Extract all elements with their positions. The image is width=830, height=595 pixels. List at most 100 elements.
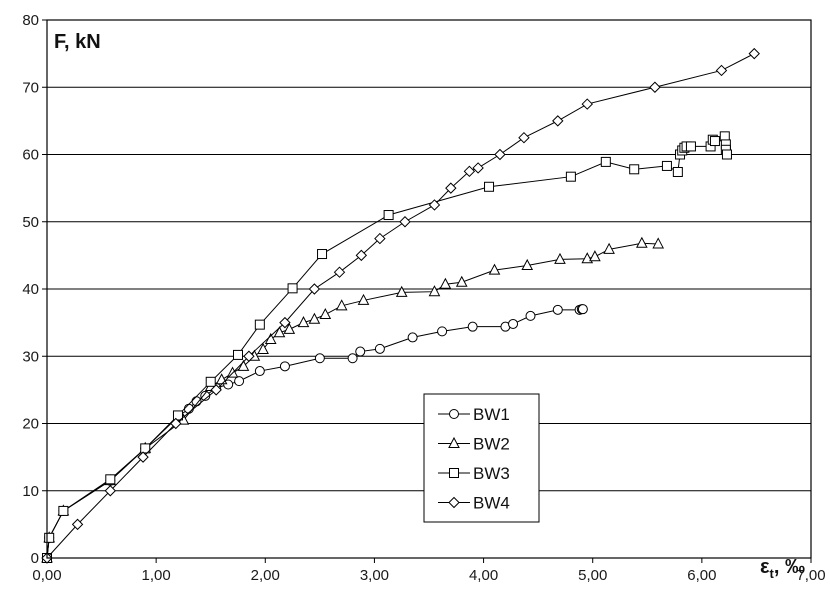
x-axis-label-symbol: ε — [760, 556, 770, 578]
y-tick-label: 30 — [22, 348, 39, 365]
data-point — [200, 390, 211, 401]
data-point — [287, 283, 298, 294]
series-layer — [41, 47, 760, 564]
data-point — [254, 366, 265, 377]
data-point — [672, 166, 683, 177]
plot-border — [46, 19, 812, 559]
data-point — [215, 373, 228, 385]
data-point — [314, 353, 325, 364]
data-point — [521, 258, 534, 270]
data-point — [463, 165, 476, 178]
data-point — [494, 148, 506, 161]
data-point — [105, 474, 116, 485]
y-tick-label: 60 — [22, 147, 39, 164]
data-point — [279, 316, 291, 329]
legend-marker — [448, 496, 460, 509]
data-point — [140, 443, 151, 454]
data-point — [210, 384, 222, 396]
y-axis-label: F, kN — [54, 31, 101, 53]
data-point — [518, 131, 530, 144]
data-point — [254, 319, 265, 330]
data-point — [455, 275, 468, 287]
data-point — [279, 361, 290, 372]
series-line — [46, 53, 755, 559]
data-point — [257, 342, 269, 355]
data-point — [472, 162, 484, 174]
data-point — [407, 332, 418, 343]
data-point — [137, 451, 149, 463]
data-point — [577, 304, 588, 315]
data-point — [355, 346, 366, 357]
x-axis-label: εt, ‰ — [760, 556, 805, 581]
legend-marker — [449, 468, 459, 478]
y-tick-label: 0 — [31, 550, 39, 567]
data-point — [71, 518, 84, 531]
data-point — [715, 64, 728, 77]
data-point — [273, 326, 286, 338]
data-point — [709, 136, 720, 147]
x-tick-label: 5,00 — [578, 567, 607, 584]
data-point — [467, 321, 478, 332]
data-point — [652, 237, 665, 249]
series-line — [46, 135, 728, 559]
legend: BW1 BW2 BW3 BW4 — [423, 393, 540, 523]
data-point — [347, 353, 358, 364]
legend-label: BW4 — [473, 494, 510, 513]
data-point — [355, 249, 368, 262]
data-point — [589, 250, 601, 262]
data-point — [748, 47, 760, 60]
data-point — [104, 485, 117, 497]
x-tick-label: 7,00 — [796, 567, 825, 584]
data-point — [374, 343, 385, 354]
data-point — [317, 249, 328, 260]
y-tick-label: 10 — [22, 483, 39, 500]
data-point — [484, 181, 495, 192]
data-point — [333, 266, 346, 278]
data-point — [308, 283, 321, 295]
data-point — [721, 149, 732, 160]
data-point — [508, 318, 519, 329]
data-point — [335, 299, 348, 311]
series-bw2 — [41, 236, 665, 563]
axis-ticks: 0 10 20 30 40 50 60 70 80 0,00 1,00 2,00 3,00 4,00 5,0… — [22, 12, 825, 584]
data-point — [243, 350, 255, 362]
x-tick-label: 2,00 — [251, 567, 280, 584]
y-tick-label: 80 — [22, 12, 39, 29]
data-point — [297, 316, 310, 328]
x-tick-label: 3,00 — [360, 567, 389, 584]
data-point — [234, 376, 245, 387]
data-point — [525, 310, 536, 321]
legend-box — [423, 393, 540, 523]
data-point — [58, 505, 69, 516]
data-point — [283, 322, 296, 334]
legend-label: BW2 — [473, 435, 510, 454]
series-bw4 — [41, 47, 760, 564]
legend-marker — [449, 409, 459, 419]
data-point — [428, 285, 441, 297]
y-tick-label: 50 — [22, 214, 39, 231]
legend-label: BW3 — [473, 464, 510, 483]
x-axis-label-subscript: t — [770, 566, 775, 581]
plot-frame — [46, 19, 812, 559]
data-point — [183, 403, 194, 414]
data-point — [636, 236, 648, 248]
data-point — [319, 307, 332, 320]
x-tick-label: 4,00 — [469, 567, 498, 584]
data-point — [445, 182, 457, 194]
series-line — [46, 242, 659, 559]
data-point — [237, 359, 250, 371]
data-point — [554, 252, 566, 264]
data-point — [603, 242, 615, 254]
data-point — [308, 312, 321, 324]
data-point — [552, 115, 564, 127]
data-point — [488, 263, 501, 275]
data-point — [439, 277, 452, 289]
x-tick-label: 1,00 — [142, 567, 171, 584]
data-point — [685, 141, 696, 152]
data-point — [357, 293, 370, 305]
x-tick-label: 0,00 — [32, 567, 61, 584]
legend-label: BW1 — [473, 405, 510, 424]
data-point — [374, 232, 386, 245]
data-point — [565, 171, 576, 182]
series-bw3 — [42, 131, 732, 563]
